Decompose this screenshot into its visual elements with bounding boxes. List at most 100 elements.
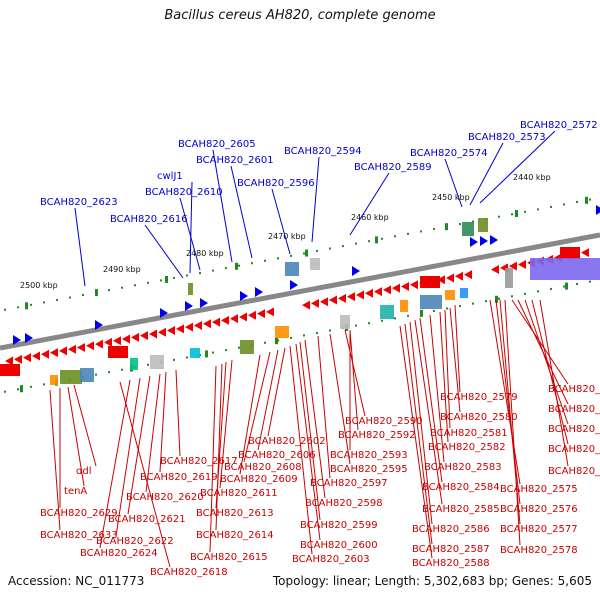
domain-box[interactable] <box>275 326 289 338</box>
domain-box[interactable] <box>460 288 468 298</box>
domain-box[interactable] <box>80 368 94 382</box>
gene-label-reverse[interactable]: BCAH820_2600 <box>300 540 378 551</box>
gene-label-reverse[interactable]: BCAH820_2590 <box>345 416 423 427</box>
forward-gene-arrow[interactable] <box>25 333 33 343</box>
reverse-gene-arrow[interactable] <box>77 342 85 352</box>
gene-label-reverse[interactable]: ddl <box>76 466 91 477</box>
gene-label-reverse[interactable]: BCAH820_2609 <box>220 474 298 485</box>
reverse-gene-arrow[interactable] <box>194 320 202 330</box>
reverse-gene-arrow[interactable] <box>392 283 400 293</box>
forward-gene-arrow[interactable] <box>200 298 208 308</box>
gene-label-forward[interactable]: BCAH820_2601 <box>196 155 274 166</box>
reverse-gene-arrow[interactable] <box>122 334 130 344</box>
gene-label-reverse[interactable]: BCAH820_2576 <box>500 504 578 515</box>
reverse-gene-arrow[interactable] <box>329 295 337 305</box>
gene-label-forward[interactable]: BCAH820_2596 <box>237 178 315 189</box>
gene-label-reverse[interactable]: BCAH820_2592 <box>338 430 416 441</box>
gene-label-reverse[interactable]: BCAH820_2602 <box>248 436 326 447</box>
forward-gene-arrow[interactable] <box>490 235 498 245</box>
forward-gene-arrow[interactable] <box>290 280 298 290</box>
reverse-gene-arrow[interactable] <box>104 337 112 347</box>
reverse-gene-arrow[interactable] <box>68 344 76 354</box>
gene-label-reverse[interactable]: BCAH820_2571 <box>548 466 600 477</box>
domain-box[interactable] <box>400 300 408 312</box>
reverse-gene-arrow[interactable] <box>356 290 364 300</box>
gene-label-reverse[interactable]: BCAH820_2617 <box>160 456 238 467</box>
reverse-gene-arrow[interactable] <box>464 270 472 280</box>
reverse-gene-block[interactable] <box>560 247 580 259</box>
forward-gene-arrow[interactable] <box>255 287 263 297</box>
gene-label-reverse[interactable]: BCAH820_2619 <box>140 472 218 483</box>
reverse-gene-arrow[interactable] <box>239 312 247 322</box>
reverse-gene-arrow[interactable] <box>437 275 445 285</box>
reverse-gene-arrow[interactable] <box>248 310 256 320</box>
gene-label-reverse[interactable]: BCAH820_2575 <box>500 484 578 495</box>
gene-label-forward[interactable]: BCAH820_2616 <box>110 214 188 225</box>
domain-box[interactable] <box>462 222 474 236</box>
reverse-gene-arrow[interactable] <box>14 354 22 364</box>
gene-label-reverse[interactable]: BCAH820_2581 <box>430 428 508 439</box>
domain-box[interactable] <box>285 262 299 276</box>
gene-label-reverse[interactable]: BCAH820_2570 <box>548 444 600 455</box>
domain-box[interactable] <box>310 258 320 270</box>
gene-label-forward[interactable]: BCAH820_2605 <box>178 139 256 150</box>
gene-label-forward[interactable]: cwlJ1 <box>157 171 183 182</box>
reverse-gene-arrow[interactable] <box>509 261 517 271</box>
gene-label-reverse[interactable]: BCAH820_2633 <box>40 530 118 541</box>
reverse-gene-arrow[interactable] <box>491 265 499 275</box>
gene-label-reverse[interactable]: BCAH820_2608 <box>224 462 302 473</box>
reverse-gene-arrow[interactable] <box>581 248 589 258</box>
reverse-gene-arrow[interactable] <box>158 327 166 337</box>
reverse-gene-arrow[interactable] <box>401 281 409 291</box>
reverse-gene-arrow[interactable] <box>212 317 220 327</box>
gene-label-reverse[interactable]: BCAH820_2583 <box>424 462 502 473</box>
reverse-gene-arrow[interactable] <box>32 351 40 361</box>
reverse-gene-arrow[interactable] <box>347 292 355 302</box>
gene-label-reverse[interactable]: BCAH820_2613 <box>196 508 274 519</box>
gene-label-reverse[interactable]: BCAH820_2586 <box>412 524 490 535</box>
gene-label-reverse[interactable]: BCAH820_2629 <box>40 508 118 519</box>
domain-box[interactable] <box>505 268 513 288</box>
gene-label-reverse[interactable]: BCAH820_2578 <box>500 545 578 556</box>
domain-box[interactable] <box>188 283 193 295</box>
domain-box[interactable] <box>150 355 164 369</box>
gene-label-forward[interactable]: BCAH820_2594 <box>284 146 362 157</box>
forward-gene-arrow[interactable] <box>480 236 488 246</box>
reverse-gene-arrow[interactable] <box>302 300 310 310</box>
reverse-gene-arrow[interactable] <box>410 280 418 290</box>
gene-label-forward[interactable]: BCAH820_2623 <box>40 197 118 208</box>
gene-label-forward[interactable]: BCAH820_2572 <box>520 120 598 131</box>
gene-label-forward[interactable]: BCAH820_2610 <box>145 187 223 198</box>
reverse-gene-arrow[interactable] <box>113 336 121 346</box>
gene-label-reverse[interactable]: BCAH820_2593 <box>330 450 408 461</box>
gene-label-reverse[interactable]: BCAH820_2582 <box>428 442 506 453</box>
reverse-gene-arrow[interactable] <box>50 348 58 358</box>
forward-gene-arrow[interactable] <box>596 205 600 215</box>
gene-label-reverse[interactable]: BCAH820_2615 <box>190 552 268 563</box>
domain-box[interactable] <box>530 258 600 280</box>
domain-box[interactable] <box>445 290 455 300</box>
reverse-gene-arrow[interactable] <box>518 259 526 269</box>
gene-label-reverse[interactable]: BCAH820_2577 <box>500 524 578 535</box>
gene-label-reverse[interactable]: BCAH820_2580 <box>440 412 518 423</box>
domain-box[interactable] <box>190 348 200 358</box>
gene-label-reverse[interactable]: tenA <box>64 486 87 497</box>
domain-box[interactable] <box>478 218 488 232</box>
reverse-gene-arrow[interactable] <box>455 271 463 281</box>
reverse-gene-arrow[interactable] <box>149 329 157 339</box>
gene-label-reverse[interactable]: BCAH820_2588 <box>412 558 490 569</box>
gene-label-reverse[interactable]: BCAH820_2587 <box>412 544 490 555</box>
reverse-gene-arrow[interactable] <box>257 309 265 319</box>
domain-box[interactable] <box>60 370 82 384</box>
reverse-gene-arrow[interactable] <box>185 322 193 332</box>
gene-label-forward[interactable]: BCAH820_2589 <box>354 162 432 173</box>
reverse-gene-arrow[interactable] <box>5 356 13 366</box>
reverse-gene-arrow[interactable] <box>320 297 328 307</box>
forward-gene-arrow[interactable] <box>95 320 103 330</box>
reverse-gene-arrow[interactable] <box>131 332 139 342</box>
reverse-gene-arrow[interactable] <box>383 285 391 295</box>
gene-label-forward[interactable]: BCAH820_2574 <box>410 148 488 159</box>
gene-label-reverse[interactable]: BCAH820_2569 <box>548 424 600 435</box>
gene-label-reverse[interactable]: BCAH820_2598 <box>305 498 383 509</box>
domain-box[interactable] <box>380 305 394 319</box>
